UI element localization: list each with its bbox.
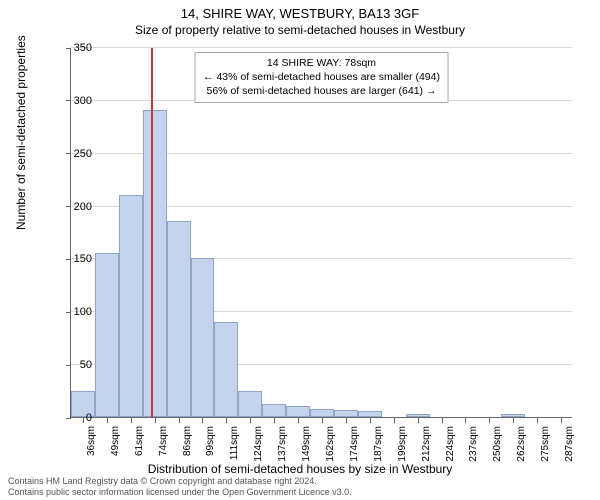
plot-area: 14 SHIRE WAY: 78sqm ← 43% of semi-detach… <box>70 48 572 418</box>
x-tick-mark <box>226 418 227 423</box>
x-tick-label: 137sqm <box>277 426 288 462</box>
x-tick-label: 162sqm <box>325 426 336 462</box>
x-tick-label: 61sqm <box>134 426 145 456</box>
histogram-bar <box>310 409 334 417</box>
x-tick-label: 99sqm <box>205 426 216 456</box>
histogram-bar <box>214 322 238 417</box>
x-tick-mark <box>107 418 108 423</box>
footer: Contains HM Land Registry data © Crown c… <box>8 476 352 498</box>
x-tick-label: 250sqm <box>492 426 503 462</box>
x-tick-mark <box>465 418 466 423</box>
histogram-bar <box>95 253 119 417</box>
x-tick-mark <box>370 418 371 423</box>
x-tick-mark <box>298 418 299 423</box>
histogram-bar <box>262 404 286 417</box>
x-tick-label: 262sqm <box>516 426 527 462</box>
histogram-bar <box>167 221 191 417</box>
x-tick-label: 111sqm <box>229 426 240 460</box>
chart-container: 14, SHIRE WAY, WESTBURY, BA13 3GF Size o… <box>0 0 600 500</box>
histogram-bar <box>238 391 262 417</box>
x-tick-label: 149sqm <box>301 426 312 462</box>
histogram-bar <box>191 258 215 417</box>
histogram-bar <box>286 406 310 417</box>
x-tick-mark <box>83 418 84 423</box>
y-tick-label: 300 <box>74 95 92 107</box>
x-tick-mark <box>322 418 323 423</box>
chart-title: 14, SHIRE WAY, WESTBURY, BA13 3GF <box>0 0 600 21</box>
y-tick-mark <box>66 259 71 260</box>
info-box: 14 SHIRE WAY: 78sqm ← 43% of semi-detach… <box>194 52 449 103</box>
y-tick-mark <box>66 206 71 207</box>
y-tick-label: 150 <box>74 253 92 265</box>
histogram-bar <box>119 195 143 417</box>
histogram-bar <box>358 411 382 417</box>
chart-subtitle: Size of property relative to semi-detach… <box>0 21 600 37</box>
x-tick-label: 224sqm <box>445 426 456 462</box>
x-tick-mark <box>202 418 203 423</box>
histogram-bar <box>334 410 358 417</box>
x-tick-label: 36sqm <box>86 426 97 456</box>
x-tick-label: 287sqm <box>564 426 575 462</box>
x-tick-label: 174sqm <box>349 426 360 462</box>
x-tick-mark <box>442 418 443 423</box>
x-tick-mark <box>131 418 132 423</box>
y-tick-mark <box>66 153 71 154</box>
x-tick-mark <box>513 418 514 423</box>
footer-line-2: Contains public sector information licen… <box>8 487 352 498</box>
x-tick-label: 86sqm <box>182 426 193 456</box>
histogram-bar <box>406 414 430 417</box>
y-tick-mark <box>66 312 71 313</box>
x-tick-label: 237sqm <box>468 426 479 462</box>
x-tick-mark <box>155 418 156 423</box>
x-tick-label: 74sqm <box>158 426 169 456</box>
y-tick-label: 100 <box>74 306 92 318</box>
y-tick-mark <box>66 365 71 366</box>
x-tick-mark <box>537 418 538 423</box>
y-tick-label: 250 <box>74 148 92 160</box>
x-tick-label: 275sqm <box>540 426 551 462</box>
histogram-bar <box>143 110 167 417</box>
info-line-1: 14 SHIRE WAY: 78sqm <box>203 56 440 70</box>
x-tick-mark <box>394 418 395 423</box>
y-tick-label: 0 <box>86 412 92 424</box>
y-tick-mark <box>66 100 71 101</box>
x-tick-mark <box>346 418 347 423</box>
x-tick-label: 49sqm <box>110 426 121 456</box>
x-tick-mark <box>489 418 490 423</box>
x-tick-label: 212sqm <box>421 426 432 462</box>
x-tick-mark <box>250 418 251 423</box>
y-tick-label: 350 <box>74 42 92 54</box>
y-axis-label: Number of semi-detached properties <box>14 35 28 230</box>
footer-line-1: Contains HM Land Registry data © Crown c… <box>8 476 352 487</box>
histogram-bar <box>501 414 525 417</box>
x-tick-mark <box>561 418 562 423</box>
info-line-3: 56% of semi-detached houses are larger (… <box>203 84 440 98</box>
y-tick-mark <box>66 48 71 49</box>
chart-area: 14 SHIRE WAY: 78sqm ← 43% of semi-detach… <box>70 48 572 418</box>
x-tick-label: 187sqm <box>373 426 384 462</box>
x-tick-label: 199sqm <box>397 426 408 462</box>
y-tick-label: 50 <box>80 359 92 371</box>
x-tick-label: 124sqm <box>253 426 264 462</box>
info-line-2: ← 43% of semi-detached houses are smalle… <box>203 70 440 84</box>
gridline <box>71 47 572 48</box>
x-tick-mark <box>274 418 275 423</box>
y-tick-mark <box>66 418 71 419</box>
y-tick-label: 200 <box>74 201 92 213</box>
x-axis-label: Distribution of semi-detached houses by … <box>0 462 600 476</box>
marker-line <box>151 48 153 417</box>
x-tick-mark <box>179 418 180 423</box>
x-tick-mark <box>418 418 419 423</box>
